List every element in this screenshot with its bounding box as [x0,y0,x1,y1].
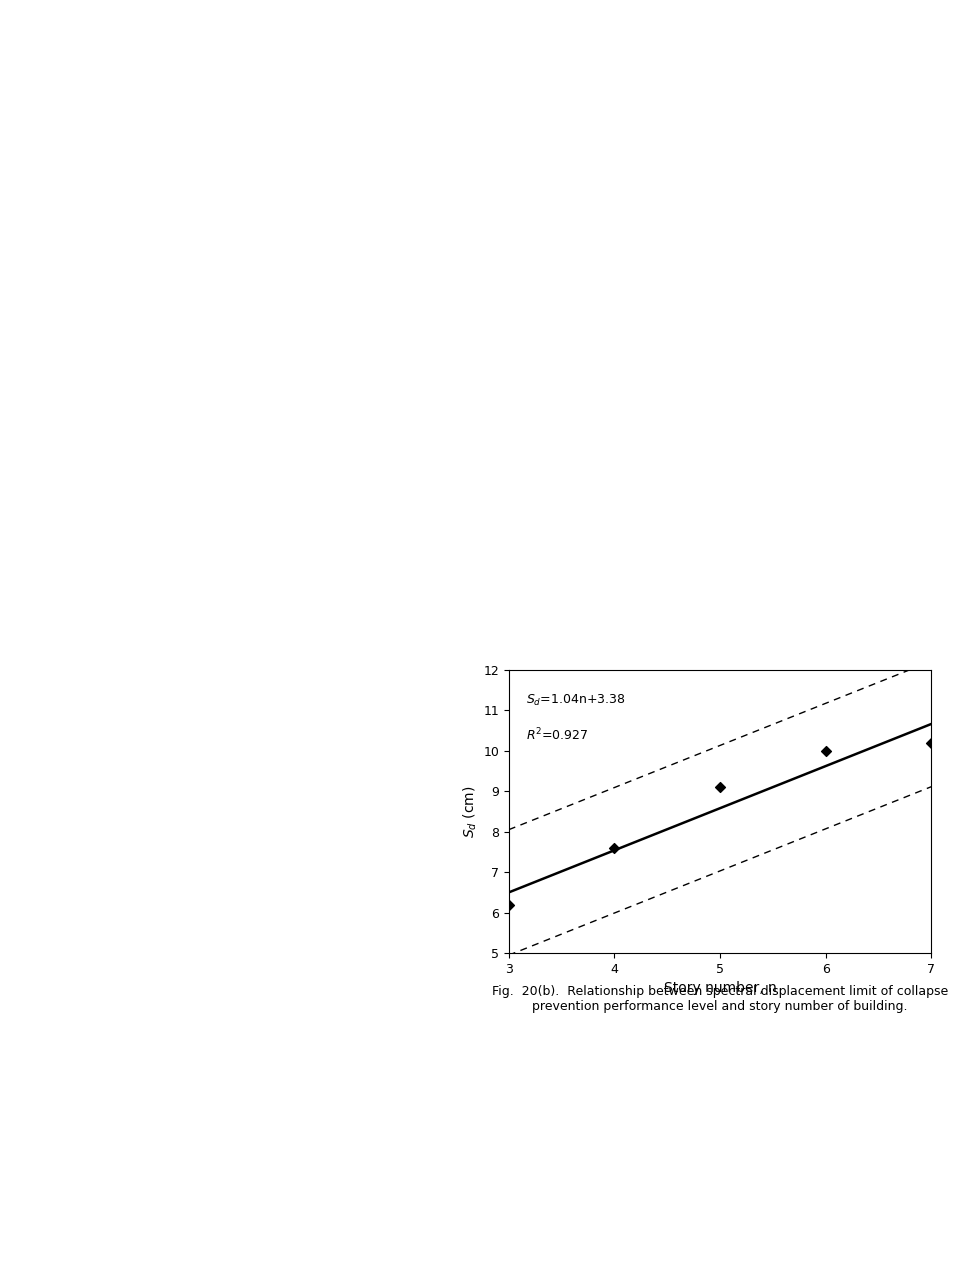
Point [607,837,622,858]
X-axis label: Story number, n: Story number, n [663,981,777,996]
Text: $S_d$=1.04n+3.38: $S_d$=1.04n+3.38 [526,693,625,707]
Text: Fig.  20(b).  Relationship between spectral displacement limit of collapse
preve: Fig. 20(b). Relationship between spectra… [492,985,948,1014]
Point [712,777,728,797]
Point [924,733,939,753]
Point [818,741,833,761]
Point [501,894,516,914]
Text: $R^2$=0.927: $R^2$=0.927 [526,726,588,743]
Y-axis label: $S_d$ (cm): $S_d$ (cm) [462,786,479,837]
